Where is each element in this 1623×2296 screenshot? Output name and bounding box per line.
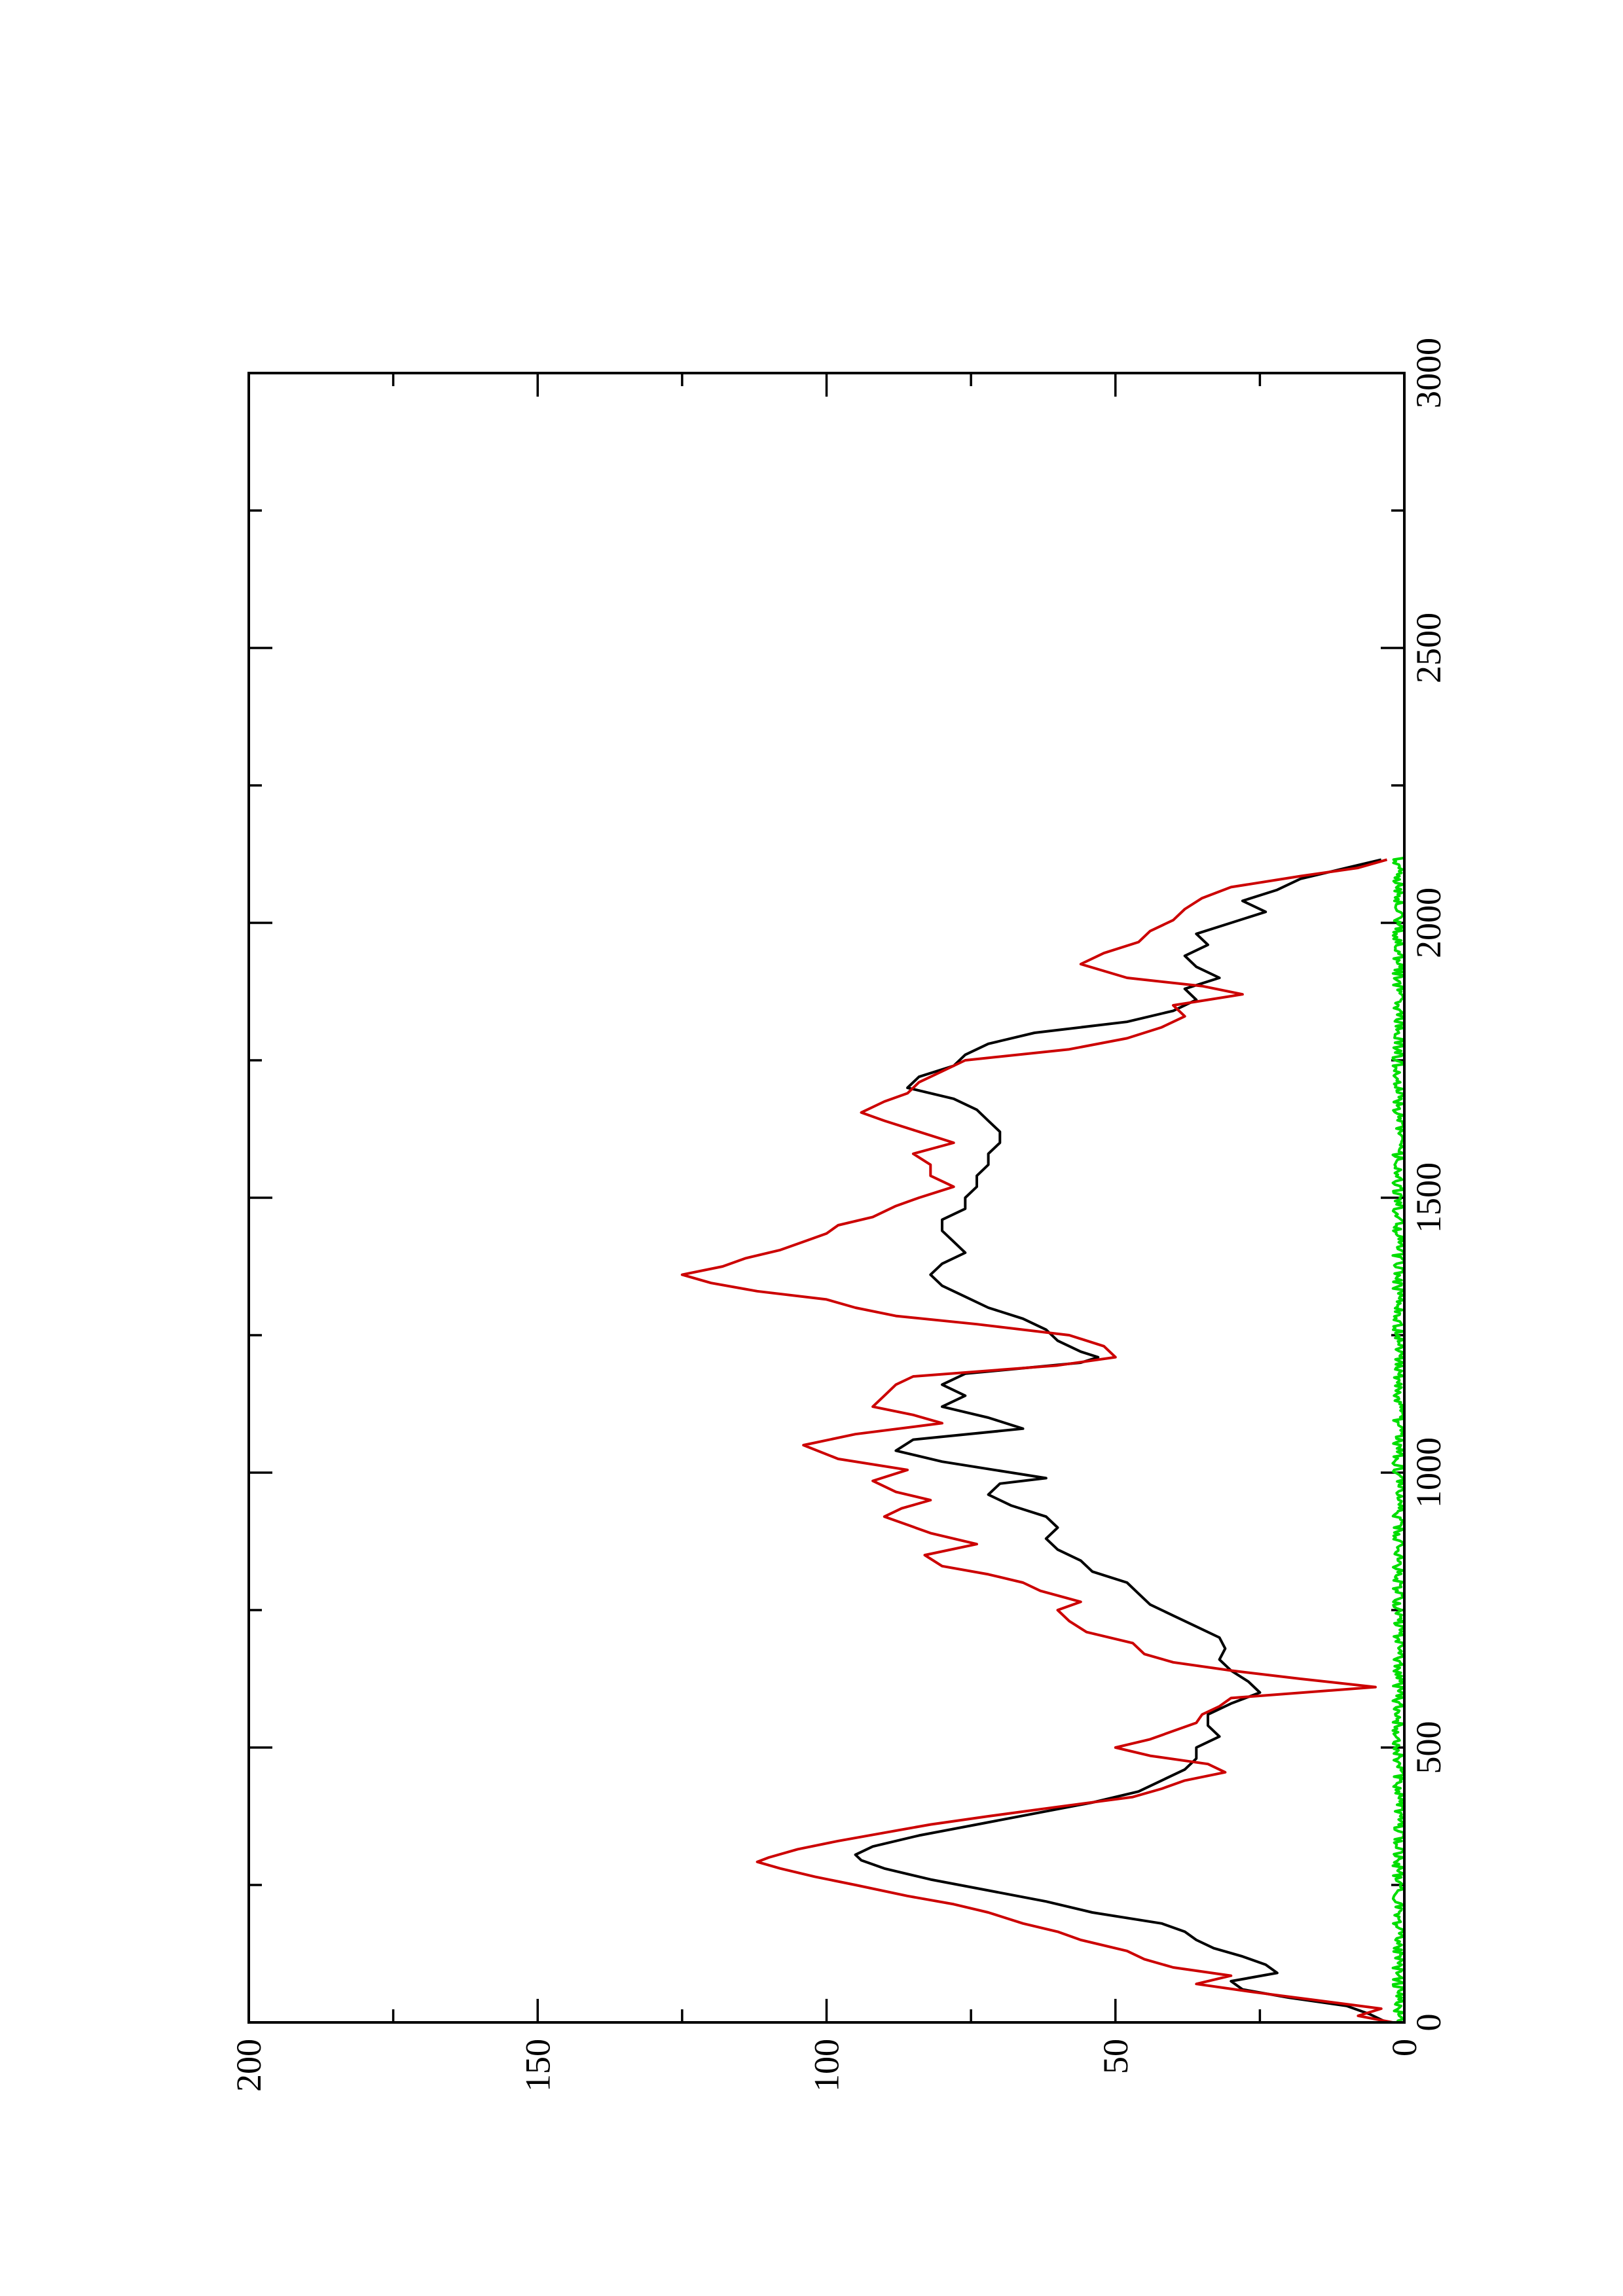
series-black-line [854, 858, 1388, 2024]
x-tick-label: 2000 [1409, 888, 1448, 958]
y-tick-label: 50 [1096, 2039, 1135, 2074]
series-group [680, 856, 1406, 2024]
x-tick-label: 1000 [1409, 1437, 1448, 1508]
series-red-line [680, 858, 1393, 2024]
x-tick-label: 1500 [1409, 1162, 1448, 1233]
y-tick-label: 150 [518, 2039, 557, 2092]
axis-ticks [247, 372, 1406, 2024]
x-tick-label: 2500 [1409, 613, 1448, 683]
y-tick-label: 200 [229, 2039, 268, 2092]
plot-frame [247, 372, 1406, 2024]
x-tick-label: 500 [1409, 1721, 1448, 1774]
y-tick-label: 100 [807, 2039, 847, 2092]
x-tick-label: 0 [1409, 2014, 1448, 2032]
series-green-line [1391, 856, 1406, 2023]
x-tick-label: 3000 [1409, 338, 1448, 408]
y-tick-label: 0 [1385, 2039, 1424, 2056]
tick-labels: 0 500 1000 1500 2000 2500 3000 0 50 100 150 200 [229, 338, 1448, 2092]
